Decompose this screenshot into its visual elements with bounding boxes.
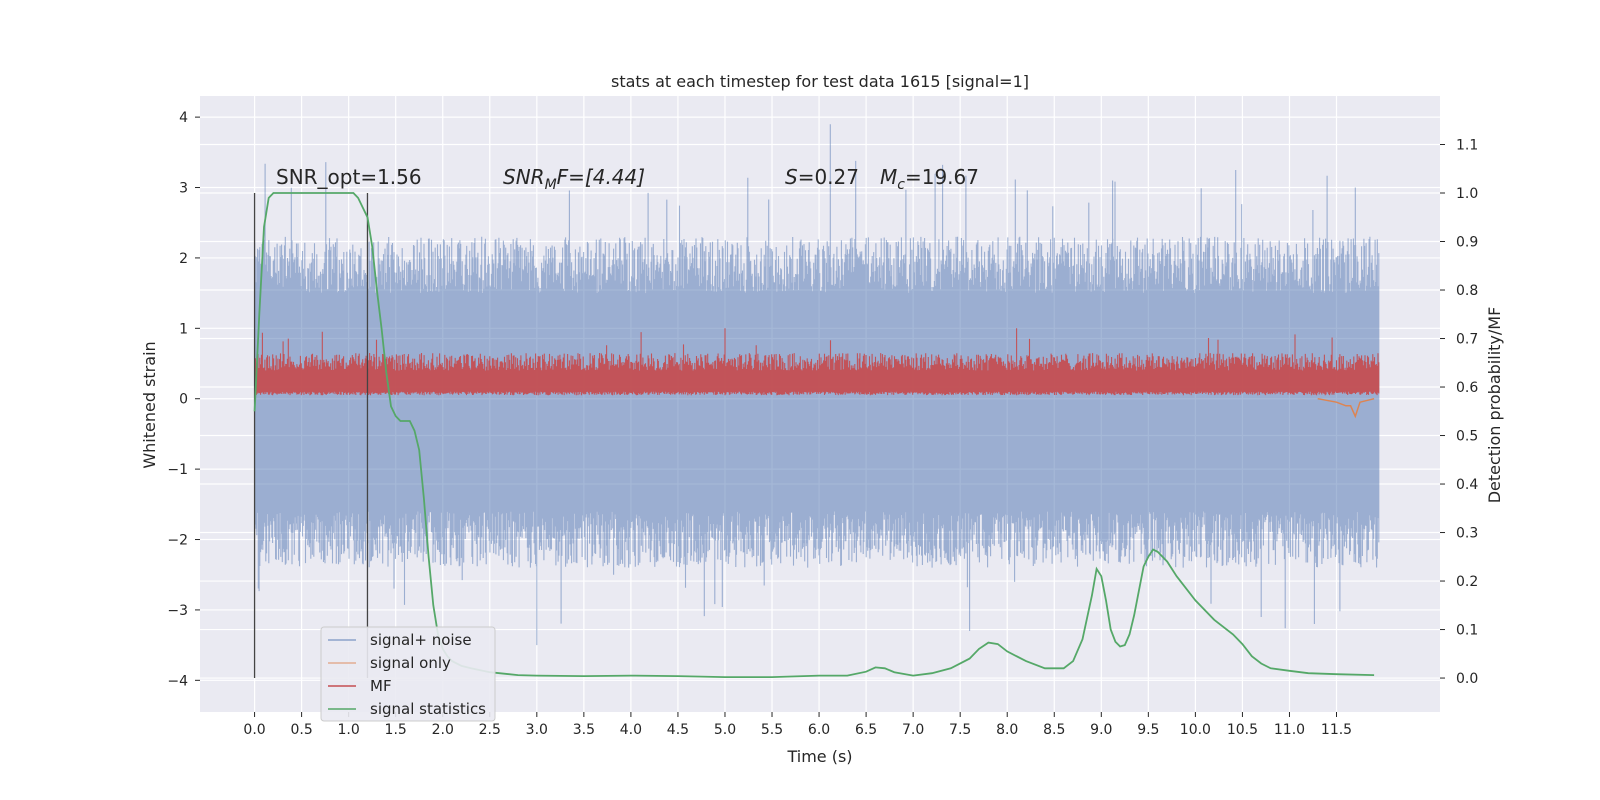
snr-mf-subscript: M — [545, 177, 557, 193]
x-tick-label: 0.5 — [290, 722, 312, 738]
s-symbol: S — [785, 165, 798, 189]
legend-label-signal-only: signal only — [370, 654, 451, 672]
x-tick-label: 5.0 — [714, 722, 736, 738]
snr-mf-base: SNR — [503, 165, 545, 189]
x-tick-label: 8.5 — [1043, 722, 1065, 738]
x-tick-label: 11.5 — [1321, 722, 1352, 738]
legend-label-mf: MF — [370, 677, 392, 695]
y-tick-label: −1 — [167, 462, 188, 478]
y-axis-label: Whitened strain — [140, 341, 159, 468]
x-tick-labels: 0.0 0.5 1.0 1.5 2.0 2.5 3.0 3.5 4.0 4.5 5.0 5.5 6.0 6… — [243, 712, 1352, 738]
signal-only-line — [1317, 397, 1375, 419]
x-tick-label: 2.0 — [432, 722, 454, 738]
y2-tick-label: 0.1 — [1456, 623, 1478, 639]
legend-box — [320, 626, 496, 722]
x-tick-label: 5.5 — [761, 722, 783, 738]
y2-tick-label: 0.4 — [1456, 477, 1478, 493]
y-tick-label: 4 — [179, 110, 188, 126]
y-tick-label: −2 — [167, 533, 188, 549]
mc-value: =19.67 — [905, 165, 979, 189]
signal-statistics-line — [253, 192, 1375, 678]
y2-tick-label: 0.8 — [1456, 283, 1478, 299]
x-tick-label: 10.0 — [1180, 722, 1211, 738]
chart-title: stats at each timestep for test data 161… — [611, 72, 1029, 91]
x-tick-label: 10.5 — [1227, 722, 1258, 738]
x-tick-label: 6.0 — [808, 722, 830, 738]
legend: signal+ noise signal only MF signal stat… — [320, 626, 496, 722]
mc-annotation: Mc=19.67 — [880, 165, 979, 193]
y2-tick-label: 0.0 — [1456, 671, 1478, 687]
y2-tick-label: 1.1 — [1456, 138, 1478, 154]
y2-tick-label: 0.5 — [1456, 429, 1478, 445]
marker-lines — [253, 193, 369, 679]
x-tick-label: 7.5 — [949, 722, 971, 738]
x-tick-label: 4.0 — [620, 722, 642, 738]
y-tick-label: 3 — [179, 181, 188, 197]
y-tick-label: 2 — [179, 251, 188, 267]
y2-tick-labels: 1.1 1.0 0.9 0.8 0.7 0.6 0.5 0.4 0.3 0.2 0.1 0.0 — [1440, 138, 1478, 687]
y2-axis-label: Detection probability/MF — [1485, 307, 1504, 504]
x-tick-label: 3.5 — [573, 722, 595, 738]
legend-label-signal-statistics: signal statistics — [370, 700, 486, 718]
x-tick-label: 3.0 — [526, 722, 548, 738]
signal-statistics-series — [253, 192, 1375, 678]
x-tick-label: 9.5 — [1137, 722, 1159, 738]
x-tick-label: 11.0 — [1274, 722, 1305, 738]
y-tick-label: 0 — [179, 392, 188, 408]
snr-mf-f: F=[4.44] — [557, 165, 645, 189]
y2-tick-label: 0.3 — [1456, 526, 1478, 542]
y-tick-label: −4 — [167, 673, 188, 689]
legend-label-signal-noise: signal+ noise — [370, 631, 472, 649]
x-tick-label: 6.5 — [855, 722, 877, 738]
mc-base: M — [880, 165, 897, 189]
x-tick-label: 2.5 — [479, 722, 501, 738]
x-tick-label: 8.0 — [996, 722, 1018, 738]
s-annotation: S=0.27 — [785, 165, 859, 189]
x-tick-label: 1.5 — [385, 722, 407, 738]
y-tick-label: −3 — [167, 603, 188, 619]
x-tick-label: 0.0 — [243, 722, 265, 738]
x-axis-label: Time (s) — [786, 747, 852, 766]
y2-tick-label: 0.9 — [1456, 235, 1478, 251]
mc-subscript: c — [897, 177, 905, 193]
y2-tick-label: 0.2 — [1456, 574, 1478, 590]
y2-tick-label: 0.7 — [1456, 332, 1478, 348]
x-tick-label: 9.0 — [1090, 722, 1112, 738]
y-tick-labels: 4 3 2 1 0 −1 −2 −3 −4 — [167, 110, 200, 689]
y2-tick-label: 0.6 — [1456, 380, 1478, 396]
x-tick-label: 7.0 — [902, 722, 924, 738]
y2-tick-label: 1.0 — [1456, 186, 1478, 202]
x-tick-label: 1.0 — [338, 722, 360, 738]
signal-only-series — [1317, 397, 1375, 419]
snr-opt-annotation: SNR_opt=1.56 — [276, 165, 422, 189]
x-tick-label: 4.5 — [667, 722, 689, 738]
y-tick-label: 1 — [179, 321, 188, 337]
s-value: =0.27 — [798, 165, 859, 189]
snr-mf-annotation: SNRMF=[4.44] — [503, 165, 645, 193]
